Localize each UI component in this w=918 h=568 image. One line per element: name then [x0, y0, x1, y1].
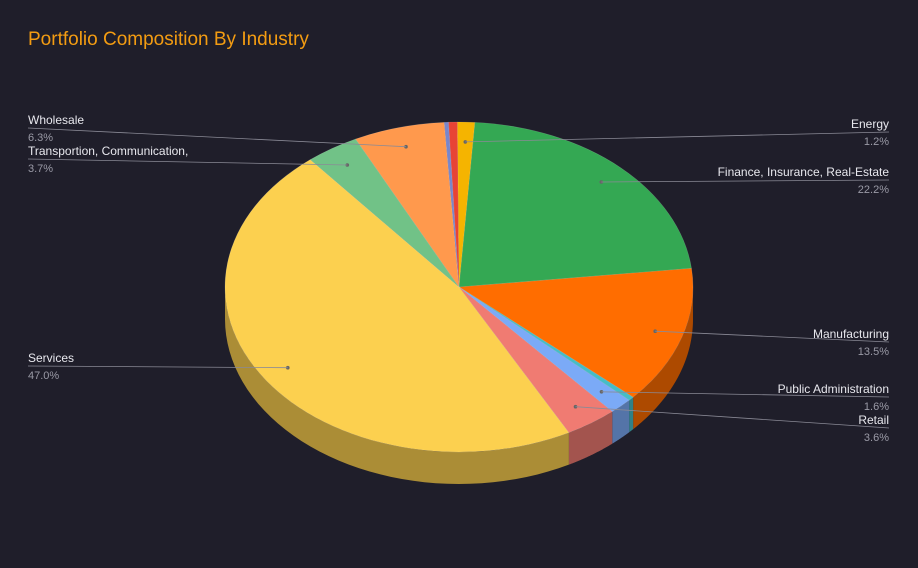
pct-retail: 3.6% [864, 432, 889, 444]
pie-side-4 [612, 400, 630, 444]
pie-slice-minor-9[interactable] [443, 121, 460, 288]
pct-finance-insurance-real-estate: 22.2% [858, 184, 889, 196]
leader-line-finance-insurance-real-estate [601, 179, 890, 183]
pie-slice-wholesale[interactable] [355, 122, 460, 289]
pct-manufacturing: 13.5% [858, 346, 889, 358]
label-finance-insurance-real-estate: Finance, Insurance, Real-Estate [718, 165, 890, 179]
label-transportion-communication: Transportion, Communication, [28, 144, 188, 158]
leader-line-energy [465, 131, 890, 143]
leader-line-wholesale [27, 127, 407, 148]
label-manufacturing: Manufacturing [813, 327, 889, 341]
pct-transportion-communication: 3.7% [28, 163, 53, 175]
pct-wholesale: 6.3% [28, 132, 53, 144]
leader-line-public-administration [601, 391, 890, 398]
pie-slice-minor-10[interactable] [448, 121, 460, 288]
leader-line-retail [575, 406, 890, 429]
label-retail: Retail [858, 413, 889, 427]
pie-side-walls [225, 287, 693, 484]
pct-energy: 1.2% [864, 136, 889, 148]
pct-services: 47.0% [28, 370, 59, 382]
pie-slice-public-administration[interactable] [458, 286, 630, 413]
pie-slice-minor-3[interactable] [458, 286, 634, 401]
pie-slice-finance-insurance-real-estate[interactable] [458, 122, 692, 288]
pie-top [224, 121, 694, 453]
pie-slice-energy[interactable] [457, 121, 476, 288]
pie-slice-manufacturing[interactable] [458, 268, 694, 398]
label-public-administration: Public Administration [778, 382, 889, 396]
pie-side-5 [568, 411, 613, 465]
label-energy: Energy [851, 117, 889, 131]
pie-side-3 [629, 397, 634, 433]
leader-line-services [27, 365, 288, 369]
pie-side-2 [633, 289, 693, 430]
pie-slice-services[interactable] [224, 159, 570, 453]
label-services: Services [28, 351, 74, 365]
label-wholesale: Wholesale [28, 113, 84, 127]
leader-line-transportion-communication [27, 158, 348, 166]
pie-slice-retail[interactable] [458, 286, 613, 434]
pie-labels: Energy 1.2% Finance, Insurance, Real-Estat… [27, 113, 890, 444]
pct-public-administration: 1.6% [864, 401, 889, 413]
pie-slice-transportion-communication[interactable] [309, 138, 460, 288]
leader-line-manufacturing [655, 330, 890, 343]
pie-side-6 [225, 287, 569, 484]
chart-title: Portfolio Composition By Industry [28, 29, 309, 50]
